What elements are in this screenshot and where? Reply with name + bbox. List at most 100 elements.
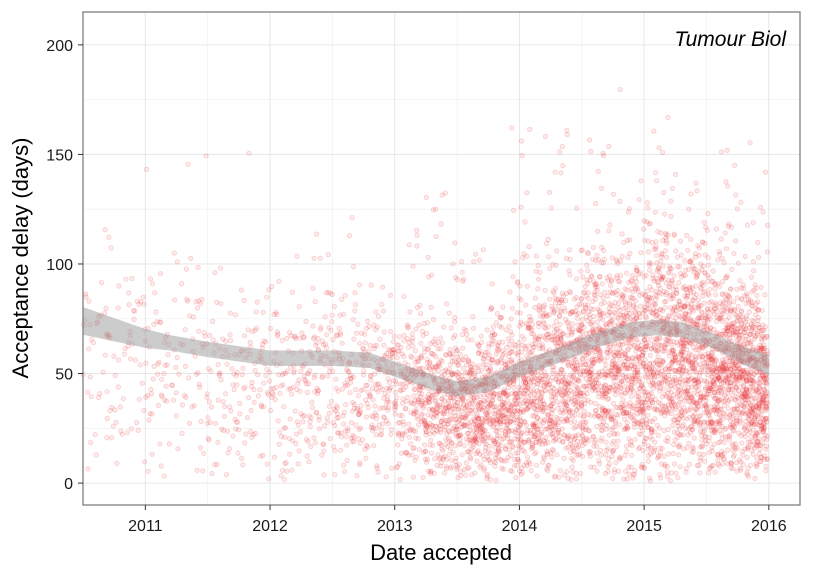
scatter-point: [223, 391, 229, 397]
scatter-point: [590, 306, 596, 312]
scatter-point: [350, 374, 357, 380]
scatter-point: [438, 418, 444, 425]
scatter-point: [721, 456, 727, 462]
scatter-point: [630, 388, 637, 394]
scatter-point: [475, 423, 481, 429]
scatter-point: [429, 363, 435, 370]
scatter-point: [338, 434, 344, 440]
scatter-point: [494, 425, 501, 431]
scatter-point: [399, 351, 405, 357]
scatter-point: [371, 343, 377, 349]
scatter-point: [488, 304, 495, 311]
scatter-point: [705, 255, 711, 261]
scatter-point: [333, 333, 340, 339]
scatter-point: [443, 431, 450, 437]
scatter-point: [575, 366, 581, 372]
scatter-point: [198, 418, 204, 425]
scatter-point: [143, 360, 149, 366]
scatter-point: [264, 390, 271, 396]
scatter-point: [373, 309, 379, 315]
scatter-point: [328, 398, 335, 404]
scatter-point: [467, 368, 473, 374]
scatter-point: [434, 403, 441, 409]
scatter-point: [184, 296, 190, 303]
scatter-point: [291, 369, 297, 376]
scatter-point: [463, 413, 469, 419]
scatter-point: [134, 298, 140, 304]
scatter-point: [470, 367, 476, 373]
scatter-point: [301, 334, 307, 340]
scatter-point: [186, 420, 192, 427]
scatter-point: [570, 457, 576, 464]
scatter-point: [578, 268, 584, 274]
scatter-point: [437, 429, 444, 435]
scatter-point: [455, 362, 461, 368]
scatter-point: [313, 231, 320, 237]
scatter-point: [564, 469, 570, 475]
scatter-point: [638, 178, 644, 184]
scatter-point: [524, 190, 530, 196]
scatter-point: [452, 402, 459, 409]
scatter-point: [218, 377, 224, 383]
scatter-point: [430, 423, 436, 429]
scatter-point: [300, 334, 306, 341]
scatter-point: [434, 462, 440, 468]
scatter-point: [464, 403, 470, 409]
scatter-point: [428, 304, 434, 310]
scatter-point: [224, 428, 231, 434]
scatter-point: [461, 276, 467, 282]
scatter-point: [341, 469, 348, 475]
scatter-point: [591, 313, 597, 319]
scatter-point: [592, 400, 598, 406]
scatter-point: [393, 399, 399, 405]
scatter-point: [86, 346, 92, 352]
scatter-point: [422, 422, 428, 428]
scatter-point: [401, 293, 407, 299]
scatter-point: [431, 367, 438, 373]
scatter-point: [461, 402, 467, 408]
scatter-point: [460, 422, 466, 428]
scatter-point: [461, 421, 467, 427]
scatter-point: [700, 451, 707, 457]
scatter-point: [252, 367, 258, 374]
scatter-point: [458, 414, 464, 420]
scatter-point: [638, 250, 644, 256]
scatter-point: [429, 413, 435, 419]
scatter-point: [706, 292, 712, 298]
scatter-point: [587, 453, 594, 459]
scatter-point: [114, 460, 120, 466]
scatter-point: [413, 409, 419, 415]
scatter-point: [446, 403, 452, 409]
scatter-point: [372, 410, 378, 416]
scatter-point: [532, 295, 539, 301]
scatter-point: [440, 454, 446, 460]
scatter-point: [470, 428, 476, 434]
scatter-point: [486, 352, 492, 358]
scatter-point: [446, 429, 452, 435]
scatter-point: [183, 266, 189, 272]
scatter-point: [437, 363, 443, 369]
scatter-point: [122, 346, 128, 352]
scatter-point: [432, 398, 438, 404]
scatter-point: [319, 452, 325, 458]
scatter-point: [329, 291, 335, 298]
scatter-point: [426, 397, 432, 403]
scatter-point: [727, 295, 733, 301]
scatter-point: [450, 425, 456, 432]
scatter-point: [705, 262, 712, 268]
scatter-point: [363, 455, 369, 461]
scatter-point: [668, 410, 674, 416]
scatter-point: [314, 340, 320, 346]
scatter-point: [677, 442, 683, 448]
scatter-point: [262, 339, 269, 345]
scatter-point: [411, 408, 418, 414]
scatter-point: [377, 432, 383, 438]
scatter-point: [403, 398, 409, 404]
scatter-point: [473, 437, 479, 443]
scatter-point: [250, 431, 256, 438]
scatter-point: [414, 413, 420, 420]
scatter-point: [378, 431, 385, 437]
scatter-point: [414, 304, 421, 311]
scatter-point: [265, 476, 272, 482]
scatter-point: [603, 422, 610, 429]
